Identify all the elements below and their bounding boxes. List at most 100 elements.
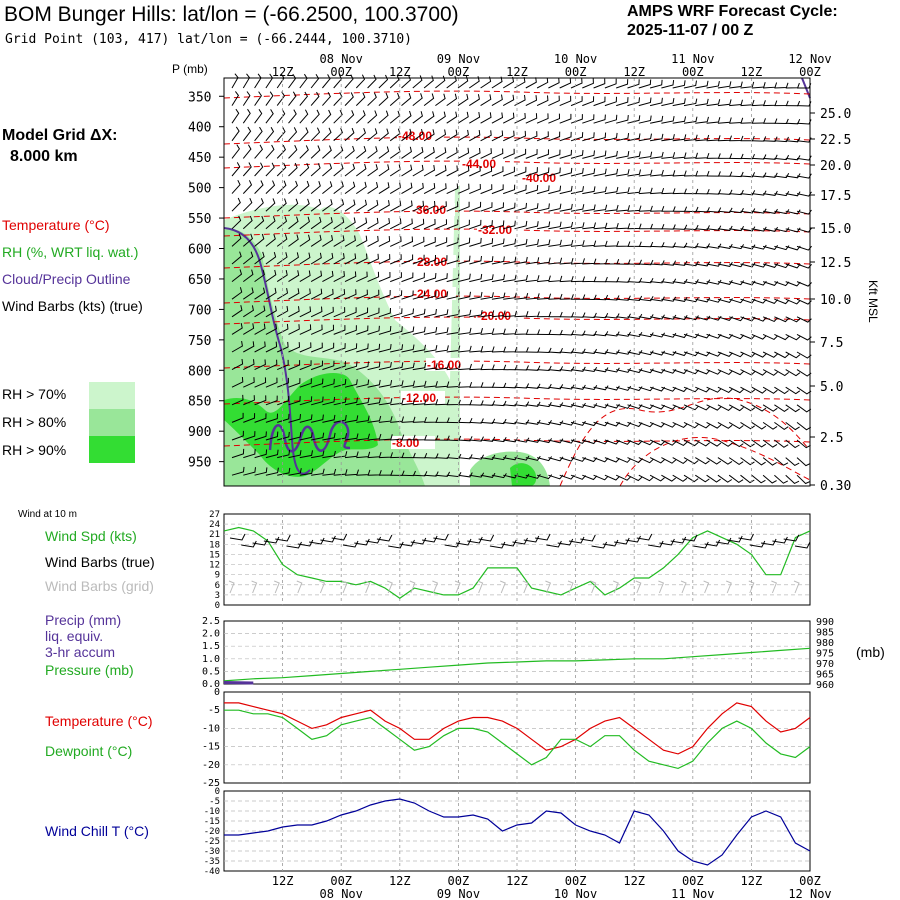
wind-barb [706,351,722,357]
wind-barb [729,351,745,358]
wind-barb [728,369,745,376]
wind-barb [604,295,620,301]
wind-barb [333,127,343,142]
wind-barb [231,412,244,423]
wind-barb [503,310,517,318]
temp-panel-tick-label: -15 [202,742,220,753]
wind-barb [356,217,368,230]
wind-barb [627,331,643,338]
wind-barb [525,419,541,425]
wind-barb [514,256,528,265]
wind-barb [243,341,255,353]
wind-barb [763,172,778,178]
wind-barb [683,261,699,267]
wind-barb [796,457,811,467]
wind-barb [627,79,640,89]
wind-barb [525,401,541,407]
wind-barb [774,439,789,448]
wind-barb [570,150,584,159]
legend-rh80: RH > 80% [2,414,67,430]
wind-barb [423,183,436,195]
wind-barb [593,367,609,373]
wind-barb [559,167,573,177]
wind-barb [582,385,598,391]
wind-barb [570,78,583,89]
wind-barb [706,439,722,447]
wind-barb [616,367,632,373]
wind-barb [469,201,482,212]
wind-barb [763,208,778,214]
wind-barb [604,150,618,159]
wind-barb [582,330,597,337]
wind-barb [401,380,415,388]
wind-barb [559,366,575,372]
wind-barb [536,438,553,444]
wind-barb [412,416,427,423]
wind-barb [548,149,561,159]
wind-barb [288,180,298,194]
wind-barb [559,276,574,283]
wind-barb [627,187,642,195]
wind-barb [740,81,755,89]
wind-barb [638,332,654,338]
wind-barb [537,365,552,372]
wind-barb [378,236,391,247]
wind-barb-grid [477,580,484,594]
top-time-label: 00Z [565,65,587,79]
wind-panel-tick-label: 12 [209,561,220,571]
wind-barb [367,361,381,371]
wind-barb [469,183,481,195]
wind-barb [435,309,449,318]
wind-barb [356,451,371,459]
wind-barb [593,168,607,177]
wind-barb [344,145,355,159]
wind-barb [503,383,518,389]
wind-barb [265,341,278,353]
wind-barb [356,235,368,247]
wind-barb [480,256,494,265]
height-tick-label: 2.5 [820,431,843,446]
wind-barb [729,333,745,340]
wind-barb [751,172,767,178]
wind-barb [333,451,348,459]
wind-barb [751,226,767,232]
wind-barb-grid [703,580,710,594]
pressure-tick-label: 400 [188,121,211,136]
pressure-line [223,647,811,682]
wind-barb [717,243,733,249]
wind-barb [717,117,732,124]
wind-barb [412,164,424,177]
wind-barb [243,449,256,459]
wind-barb [242,233,253,247]
wind-barb [367,92,377,106]
wind-barb [344,253,357,265]
precip-panel-tick-label: 1.0 [202,654,220,665]
wind-barb [751,386,767,394]
wind-barb [367,181,379,195]
wind-barb [367,146,378,159]
wind-barb [344,235,356,247]
wind-barb [570,384,586,390]
wind-barb-grid [748,580,755,594]
wind-barb [277,359,289,371]
wind-barb [491,310,506,318]
wind-barb [446,111,458,124]
wind-barb [672,260,688,266]
wind-barb-field [231,73,812,485]
wind-barb [322,235,334,247]
wind-barb [717,386,733,393]
isotherm-label: -48.00 [398,129,432,143]
wind-barb [355,145,367,159]
wind-barb [401,290,414,300]
pressure-tick-label: 600 [188,243,211,258]
wind-barb [536,113,549,124]
wind-barb [435,363,450,371]
wind-barb [785,316,801,323]
wind-barb [231,126,240,142]
wind-barb [514,130,527,142]
wind-barb [762,226,779,232]
wind-barb [706,421,722,429]
wind-barb [683,116,698,124]
wind-chill-line [224,798,811,866]
wind-barb [423,75,434,89]
